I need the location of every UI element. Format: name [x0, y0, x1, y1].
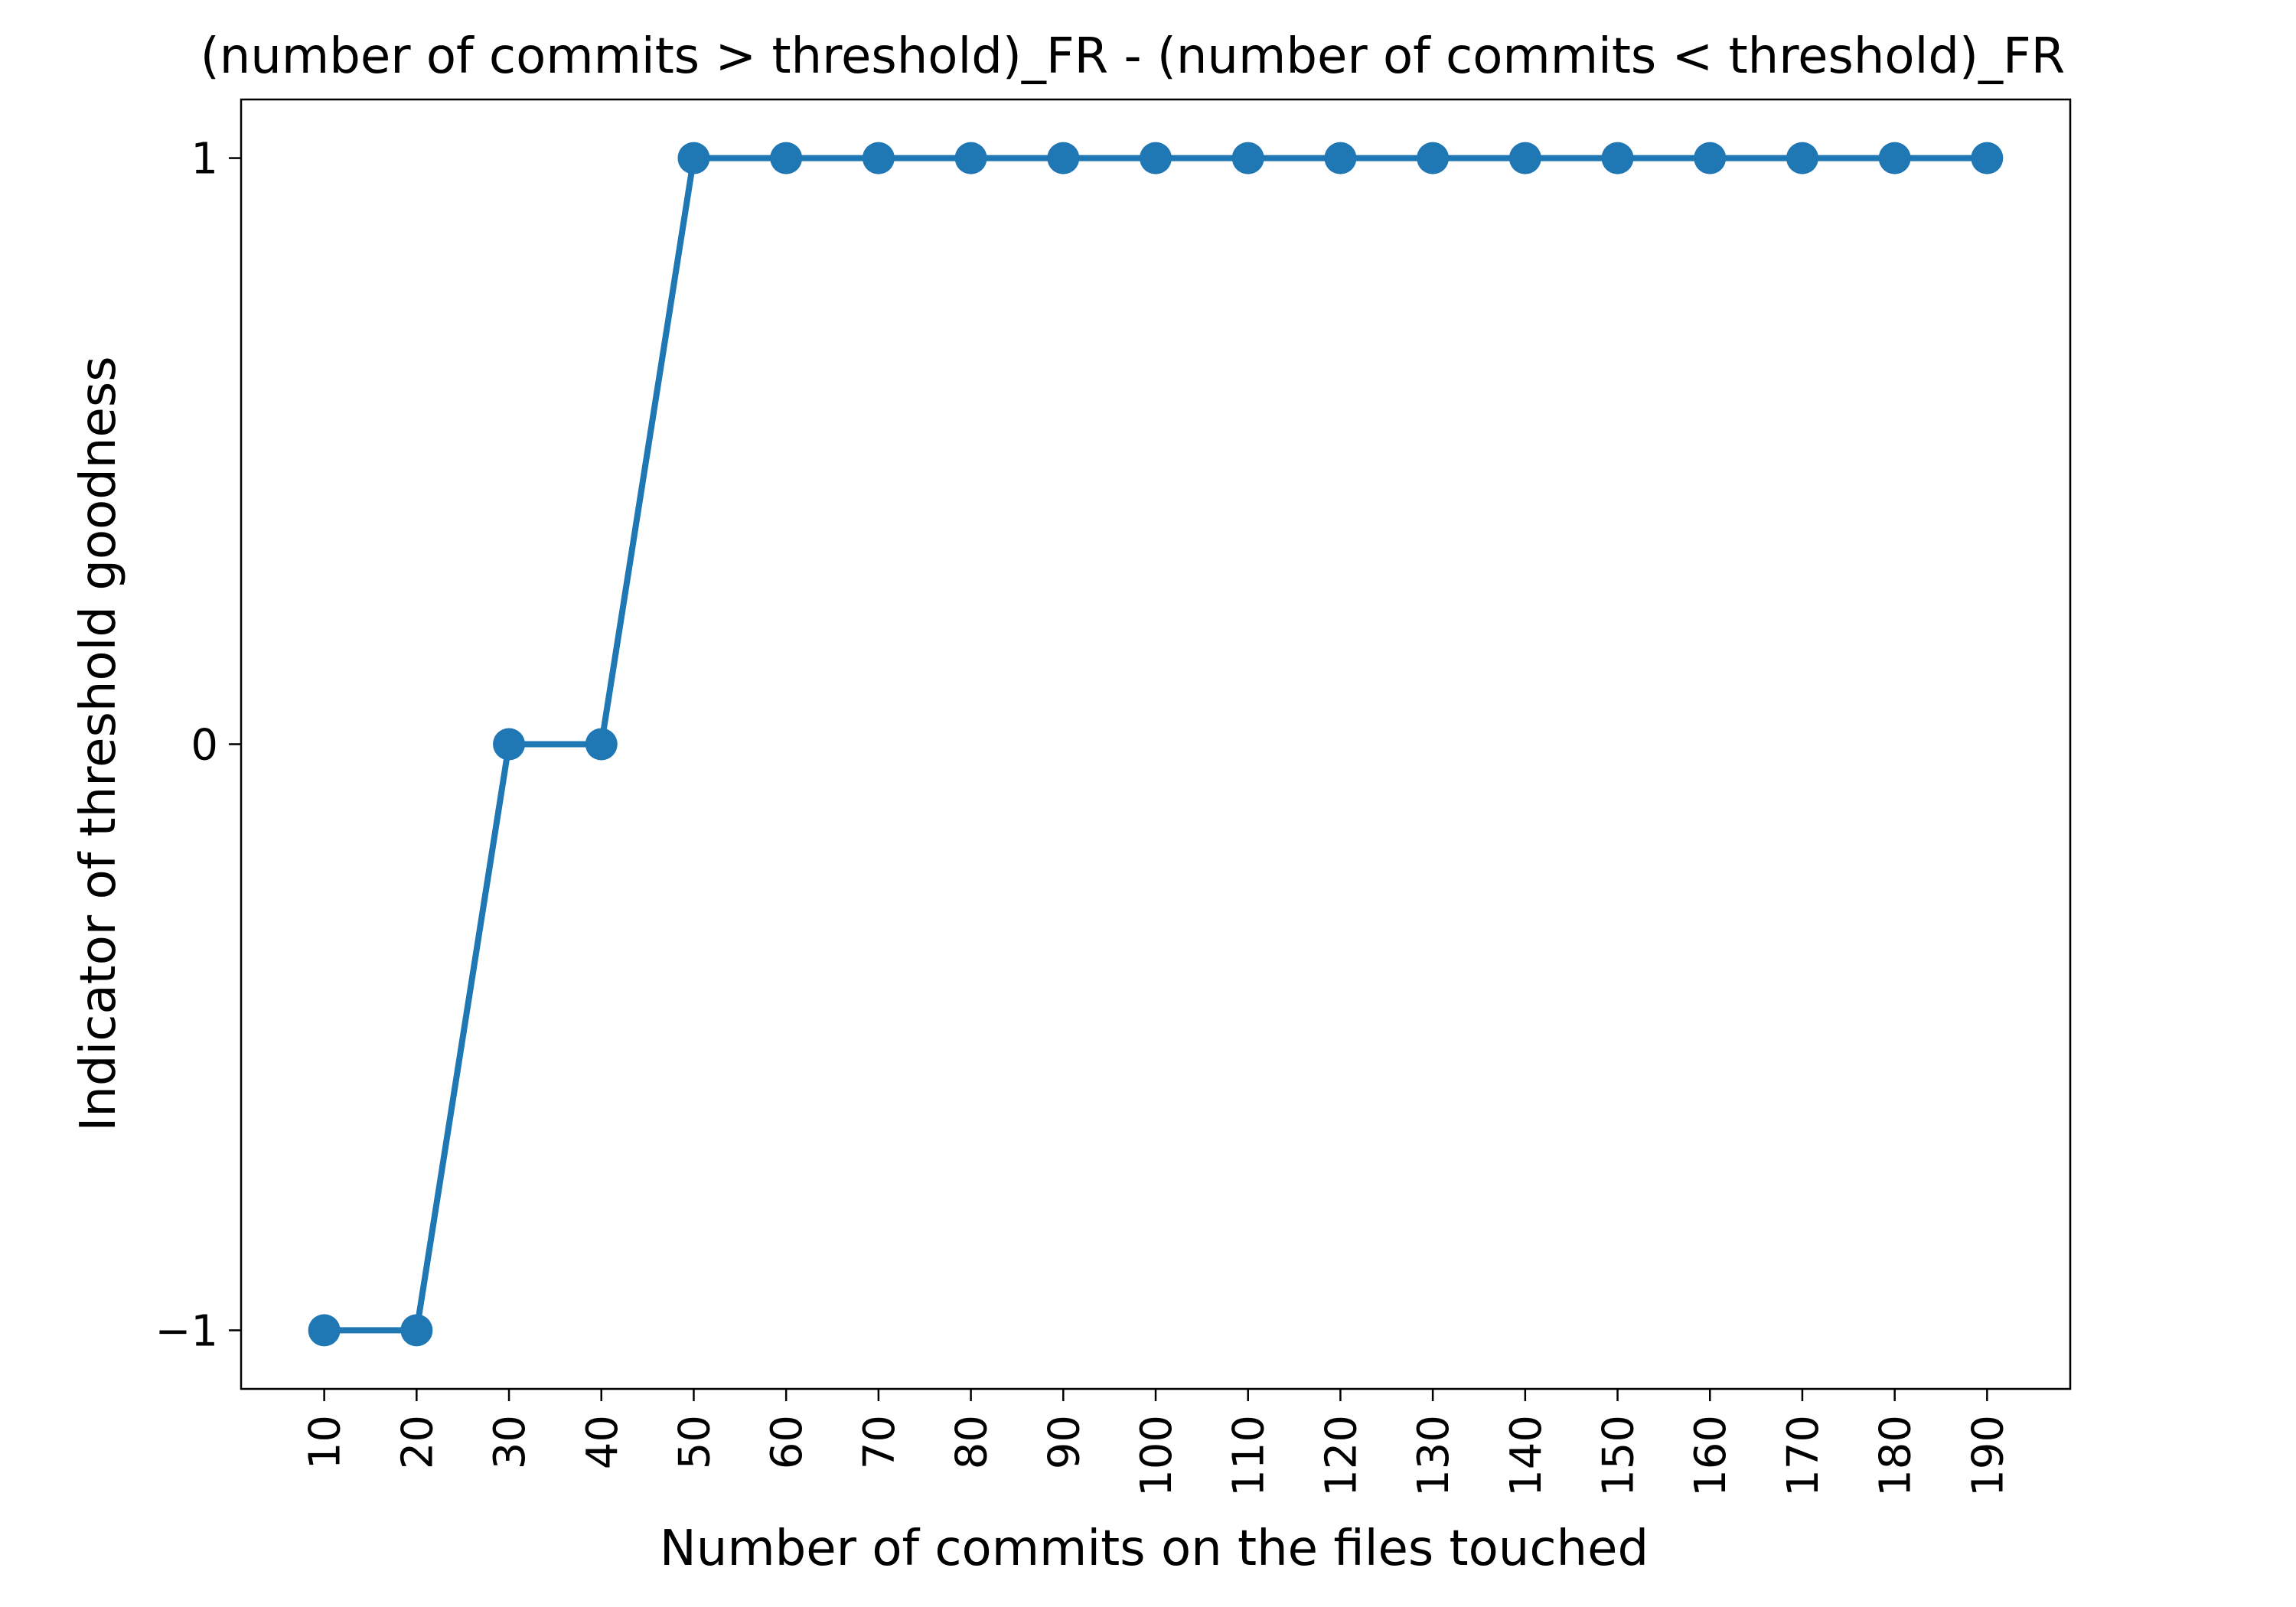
data-point — [1417, 142, 1450, 174]
data-point — [1878, 142, 1911, 174]
x-tick-label: 80 — [947, 1415, 997, 1469]
y-tick-label: −1 — [155, 1306, 218, 1356]
data-point — [1231, 142, 1264, 174]
x-tick-label: 120 — [1316, 1415, 1366, 1497]
x-tick-label: 90 — [1039, 1415, 1089, 1469]
data-point — [1140, 142, 1172, 174]
data-point — [1971, 142, 2004, 174]
x-tick-label: 110 — [1225, 1415, 1274, 1497]
y-tick-label: 0 — [191, 721, 218, 771]
x-axis-label: Number of commits on the files touched — [660, 1521, 1649, 1577]
data-point — [1694, 142, 1727, 174]
data-point — [1786, 142, 1818, 174]
data-point — [493, 728, 526, 761]
data-point — [1324, 142, 1357, 174]
x-tick-label: 30 — [485, 1415, 535, 1469]
data-point — [585, 728, 618, 761]
data-point — [400, 1314, 433, 1347]
x-tick-label: 180 — [1871, 1415, 1921, 1497]
y-axis-label: Indicator of threshold goodness — [70, 356, 127, 1131]
data-point — [862, 142, 895, 174]
y-tick-label: 1 — [191, 135, 218, 184]
x-axis: 10 20 30 40 50 60 70 80 90 100 110 120 130 140 150 160 1… — [301, 1389, 2013, 1497]
data-point — [1508, 142, 1541, 174]
x-tick-label: 190 — [1963, 1415, 2013, 1497]
data-point — [954, 142, 987, 174]
data-point — [677, 142, 710, 174]
x-tick-label: 130 — [1409, 1415, 1459, 1497]
x-tick-label: 160 — [1686, 1415, 1736, 1497]
data-point — [1601, 142, 1634, 174]
data-point — [308, 1314, 341, 1347]
x-tick-label: 40 — [578, 1415, 628, 1469]
x-tick-label: 140 — [1502, 1415, 1551, 1497]
x-tick-label: 10 — [301, 1415, 351, 1469]
data-point — [1047, 142, 1080, 174]
chart-title: (number of commits > threshold)_FR - (nu… — [201, 28, 2065, 85]
x-tick-label: 150 — [1594, 1415, 1644, 1497]
y-axis: −1 0 1 — [155, 135, 241, 1356]
x-tick-label: 50 — [670, 1415, 719, 1469]
data-point — [770, 142, 803, 174]
x-tick-label: 20 — [393, 1415, 442, 1469]
x-tick-label: 170 — [1779, 1415, 1828, 1497]
x-tick-label: 70 — [855, 1415, 905, 1469]
x-tick-label: 100 — [1132, 1415, 1182, 1497]
x-tick-label: 60 — [762, 1415, 812, 1469]
series-layer — [308, 142, 2004, 1347]
